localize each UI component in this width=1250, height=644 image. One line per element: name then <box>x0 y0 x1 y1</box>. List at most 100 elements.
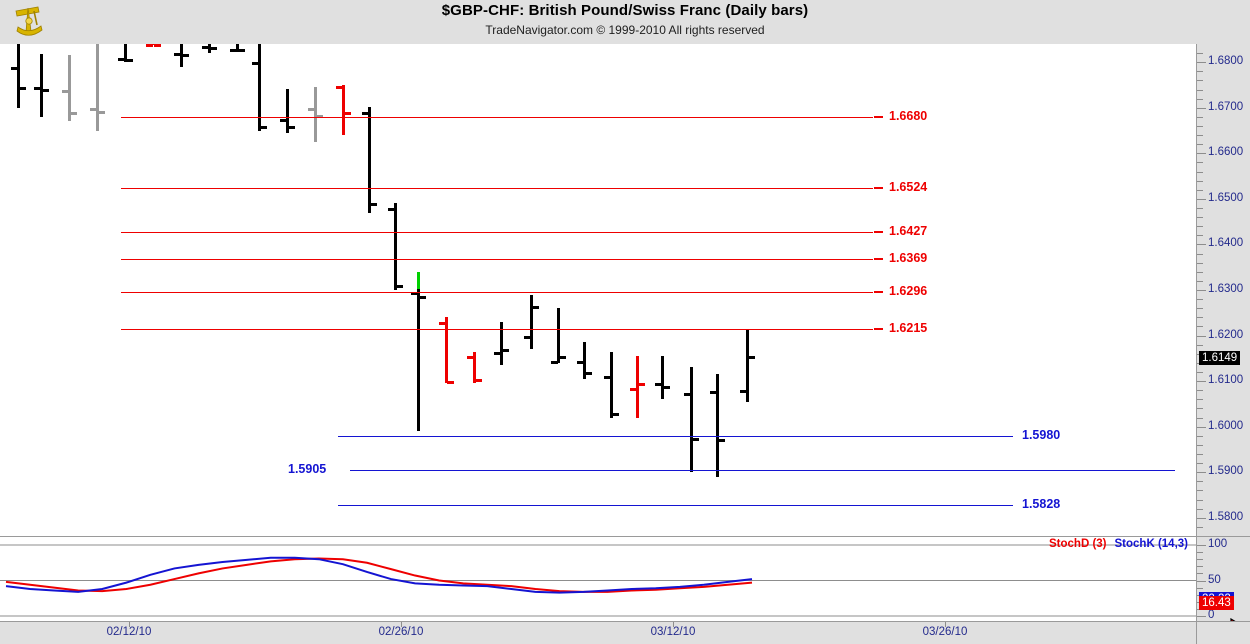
price-axis-minor-tick <box>1197 435 1203 437</box>
support-line[interactable] <box>350 469 1175 471</box>
price-axis-minor-tick <box>1197 271 1203 273</box>
ohlc-close-tick <box>585 372 592 375</box>
page-title: $GBP-CHF: British Pound/Swiss Franc (Dai… <box>441 2 809 19</box>
price-pane[interactable]: 1.6680 1.6524 1.6427 1.6369 1.6296 1.6215 1.59… <box>0 44 1197 536</box>
ohlc-bar-range <box>661 356 664 400</box>
price-axis-minor-tick <box>1197 107 1203 109</box>
resistance-dash-icon <box>874 186 883 189</box>
ohlc-bar-range <box>636 356 639 418</box>
ohlc-close-tick <box>559 356 566 360</box>
ohlc-open-tick <box>684 392 691 396</box>
ohlc-close-tick <box>692 438 699 442</box>
date-axis-label: 02/12/10 <box>106 626 152 638</box>
price-axis-minor-tick <box>1197 98 1203 100</box>
resistance-line[interactable] <box>121 232 873 234</box>
price-axis-minor-tick <box>1197 80 1203 82</box>
resistance-label: 1.6427 <box>889 224 928 239</box>
ohlc-close-tick <box>638 383 645 387</box>
resistance-label: 1.6296 <box>889 283 928 298</box>
support-line[interactable] <box>338 435 1013 437</box>
ohlc-open-tick <box>655 383 662 387</box>
stochastic-axis-label: 0 <box>1208 609 1215 621</box>
ohlc-close-tick <box>182 54 189 58</box>
ohlc-bar-range <box>286 88 289 133</box>
ohlc-close-tick <box>344 112 351 116</box>
resistance-line[interactable] <box>121 291 873 293</box>
support-line[interactable] <box>338 505 1013 507</box>
stochastic-axis-minor-tick <box>1197 573 1203 575</box>
price-axis-minor-tick <box>1197 426 1203 428</box>
price-axis-minor-tick <box>1197 217 1203 219</box>
resistance-label: 1.6369 <box>889 250 928 265</box>
stochastic-axis-label: 100 <box>1208 538 1228 550</box>
date-axis-tick <box>401 622 402 627</box>
price-axis-label: 1.6700 <box>1208 100 1244 113</box>
stochastic-pane[interactable]: StochD (3) StochK (14,3) <box>0 536 1197 622</box>
stoch-d-legend: StochD (3) <box>1049 538 1107 550</box>
stochastic-legend: StochD (3) StochK (14,3) <box>1049 538 1188 550</box>
ohlc-open-tick <box>280 119 287 123</box>
price-axis-label: 1.5800 <box>1208 510 1244 523</box>
ohlc-close-tick <box>238 49 245 53</box>
ohlc-close-tick <box>748 356 755 360</box>
ohlc-open-tick <box>740 390 747 394</box>
ohlc-open-tick <box>252 62 259 66</box>
price-axis-minor-tick <box>1197 490 1203 492</box>
ohlc-bar-highlight <box>417 271 420 289</box>
price-axis-minor-tick <box>1197 144 1203 146</box>
ohlc-open-tick <box>494 351 501 355</box>
ohlc-bar-range <box>314 87 317 142</box>
stoch-d-line <box>5 557 753 593</box>
ohlc-open-tick <box>174 53 181 57</box>
stochastic-axis[interactable]: 10050022.2216.43 <box>1196 536 1250 622</box>
price-axis-label: 1.6300 <box>1208 283 1244 295</box>
resistance-line[interactable] <box>121 116 873 118</box>
price-axis-minor-tick <box>1197 372 1203 373</box>
price-axis-minor-tick <box>1197 399 1203 401</box>
stochastic-axis-minor-tick <box>1197 566 1203 568</box>
ohlc-bar-range <box>445 317 448 384</box>
ohlc-open-tick <box>11 67 18 71</box>
price-axis-minor-tick <box>1197 454 1203 455</box>
price-axis-minor-tick <box>1197 253 1203 255</box>
resistance-line[interactable] <box>121 187 873 189</box>
ohlc-open-tick <box>308 107 315 111</box>
resistance-dash-icon <box>874 327 883 330</box>
axis-corner <box>1196 621 1250 644</box>
price-axis-minor-tick <box>1197 308 1203 310</box>
ohlc-bar-range <box>152 44 155 45</box>
resistance-line[interactable] <box>121 258 873 260</box>
price-axis-label: 1.6800 <box>1208 55 1244 68</box>
support-label: 1.5905 <box>288 461 327 476</box>
price-axis-minor-tick <box>1197 526 1203 528</box>
price-axis[interactable]: 1.6800 1.6700 1.6600 1.6500 1.6400 1.6300 1.62… <box>1196 44 1250 536</box>
price-axis-minor-tick <box>1197 62 1203 64</box>
resistance-line[interactable] <box>121 328 873 330</box>
resistance-dash-icon <box>874 231 883 234</box>
stoch-k-line <box>5 556 753 594</box>
stoch-d-value-marker: 16.43 <box>1199 596 1234 611</box>
support-label: 1.5828 <box>1022 497 1061 512</box>
resistance-label: 1.6215 <box>889 320 928 335</box>
stochastic-plot <box>0 544 1196 617</box>
ohlc-close-tick <box>316 114 323 118</box>
price-axis-minor-tick <box>1197 444 1203 446</box>
ohlc-open-tick <box>336 85 343 89</box>
date-axis-tick <box>945 622 946 627</box>
ohlc-close-tick <box>19 87 26 91</box>
date-axis[interactable]: 02/12/10 02/26/10 03/12/10 03/26/10 <box>0 621 1196 644</box>
ohlc-close-tick <box>260 126 267 129</box>
price-axis-minor-tick <box>1197 189 1203 191</box>
price-axis-minor-tick <box>1197 135 1203 137</box>
price-axis-minor-tick <box>1197 235 1203 237</box>
date-axis-tick <box>129 622 130 627</box>
resistance-label: 1.6680 <box>889 108 928 123</box>
stochastic-axis-tick <box>1197 545 1206 546</box>
ohlc-close-tick <box>663 385 670 389</box>
price-axis-minor-tick <box>1197 262 1203 264</box>
ohlc-bar-range <box>96 44 99 131</box>
ohlc-open-tick <box>439 321 446 325</box>
ohlc-bar-range <box>342 85 345 136</box>
resistance-dash-icon <box>874 115 883 118</box>
